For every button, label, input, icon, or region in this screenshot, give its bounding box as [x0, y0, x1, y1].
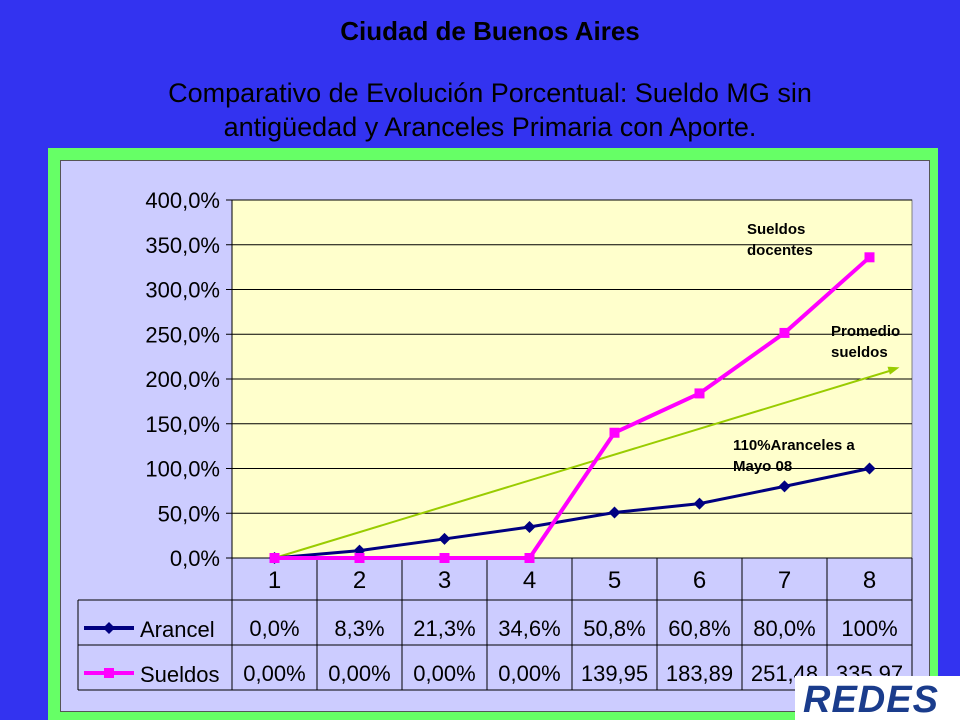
x-tick-label: 5 [608, 567, 621, 594]
x-tick-label: 7 [778, 567, 791, 594]
data-point-sueldos [694, 388, 705, 399]
x-tick-label: 3 [438, 567, 451, 594]
annotation-line1: 110%Aranceles a [733, 437, 855, 454]
redes-logo-graphic: REDES [803, 679, 939, 720]
data-point-arancel [608, 506, 621, 519]
table-value-arancel: 21,3% [413, 616, 475, 641]
table-value-sueldos: 139,95 [581, 661, 648, 686]
annotation-line2: Mayo 08 [733, 458, 792, 475]
y-tick-label: 300,0% [145, 278, 220, 303]
table-value-arancel: 34,6% [498, 616, 560, 641]
y-tick-label: 350,0% [145, 233, 220, 258]
y-tick-label: 400,0% [145, 188, 220, 213]
x-tick-label: 6 [693, 567, 706, 594]
legend-marker-sueldos [104, 668, 114, 678]
x-tick-label: 8 [863, 567, 876, 594]
annotation-line2: docentes [747, 242, 813, 259]
data-point-sueldos [354, 553, 365, 563]
x-tick-label: 2 [353, 567, 366, 594]
legend-marker-arancel [103, 622, 115, 634]
table-value-arancel: 80,0% [753, 616, 815, 641]
y-tick-label: 100,0% [145, 457, 220, 482]
y-tick-label: 200,0% [145, 367, 220, 392]
page-subtitle: Comparativo de Evolución Porcentual: Sue… [60, 76, 920, 144]
y-tick-label: 250,0% [145, 322, 220, 347]
y-tick-label: 50,0% [158, 501, 220, 526]
table-value-sueldos: 0,00% [328, 661, 390, 686]
annotation-line1: Sueldos [747, 221, 805, 238]
y-tick-label: 150,0% [145, 412, 220, 437]
trendline [274, 369, 892, 559]
table-value-arancel: 60,8% [668, 616, 730, 641]
table-value-arancel: 8,3% [334, 616, 384, 641]
data-point-arancel [863, 462, 876, 475]
subtitle-line-1: Comparativo de Evolución Porcentual: Sue… [168, 78, 812, 108]
x-tick-label: 4 [523, 567, 536, 594]
table-value-sueldos: 0,00% [413, 661, 475, 686]
series-line-arancel [274, 467, 870, 560]
table-value-arancel: 100% [841, 616, 897, 641]
data-point-sueldos [439, 553, 450, 563]
table-value-arancel: 0,0% [249, 616, 299, 641]
page-title: Ciudad de Buenos Aires [340, 16, 640, 46]
data-point-arancel [523, 521, 536, 534]
annotation-line2: sueldos [831, 344, 888, 361]
y-tick-label: 0,0% [170, 546, 220, 571]
redes-logo-text: REDES [803, 679, 939, 720]
trendline-arrowhead [887, 366, 900, 375]
data-point-arancel [693, 497, 706, 510]
redes-logo: REDES [795, 676, 960, 720]
data-point-sueldos [779, 327, 790, 338]
data-point-arancel [438, 532, 451, 545]
table-value-arancel: 50,8% [583, 616, 645, 641]
data-point-sueldos [864, 252, 875, 263]
table-value-sueldos: 0,00% [243, 661, 305, 686]
series-line-sueldos [274, 255, 871, 560]
legend-label-sueldos: Sueldos [140, 662, 220, 687]
data-point-sueldos [609, 427, 620, 438]
annotation-line1: Promedio [831, 323, 900, 340]
x-tick-label: 1 [268, 567, 281, 594]
data-point-sueldos [524, 553, 535, 563]
table-value-sueldos: 183,89 [666, 661, 733, 686]
table-value-sueldos: 0,00% [498, 661, 560, 686]
data-point-arancel [778, 480, 791, 493]
data-point-sueldos [269, 553, 280, 563]
legend-label-arancel: Arancel [140, 617, 215, 642]
subtitle-line-2: antigüedad y Aranceles Primaria con Apor… [223, 112, 757, 142]
